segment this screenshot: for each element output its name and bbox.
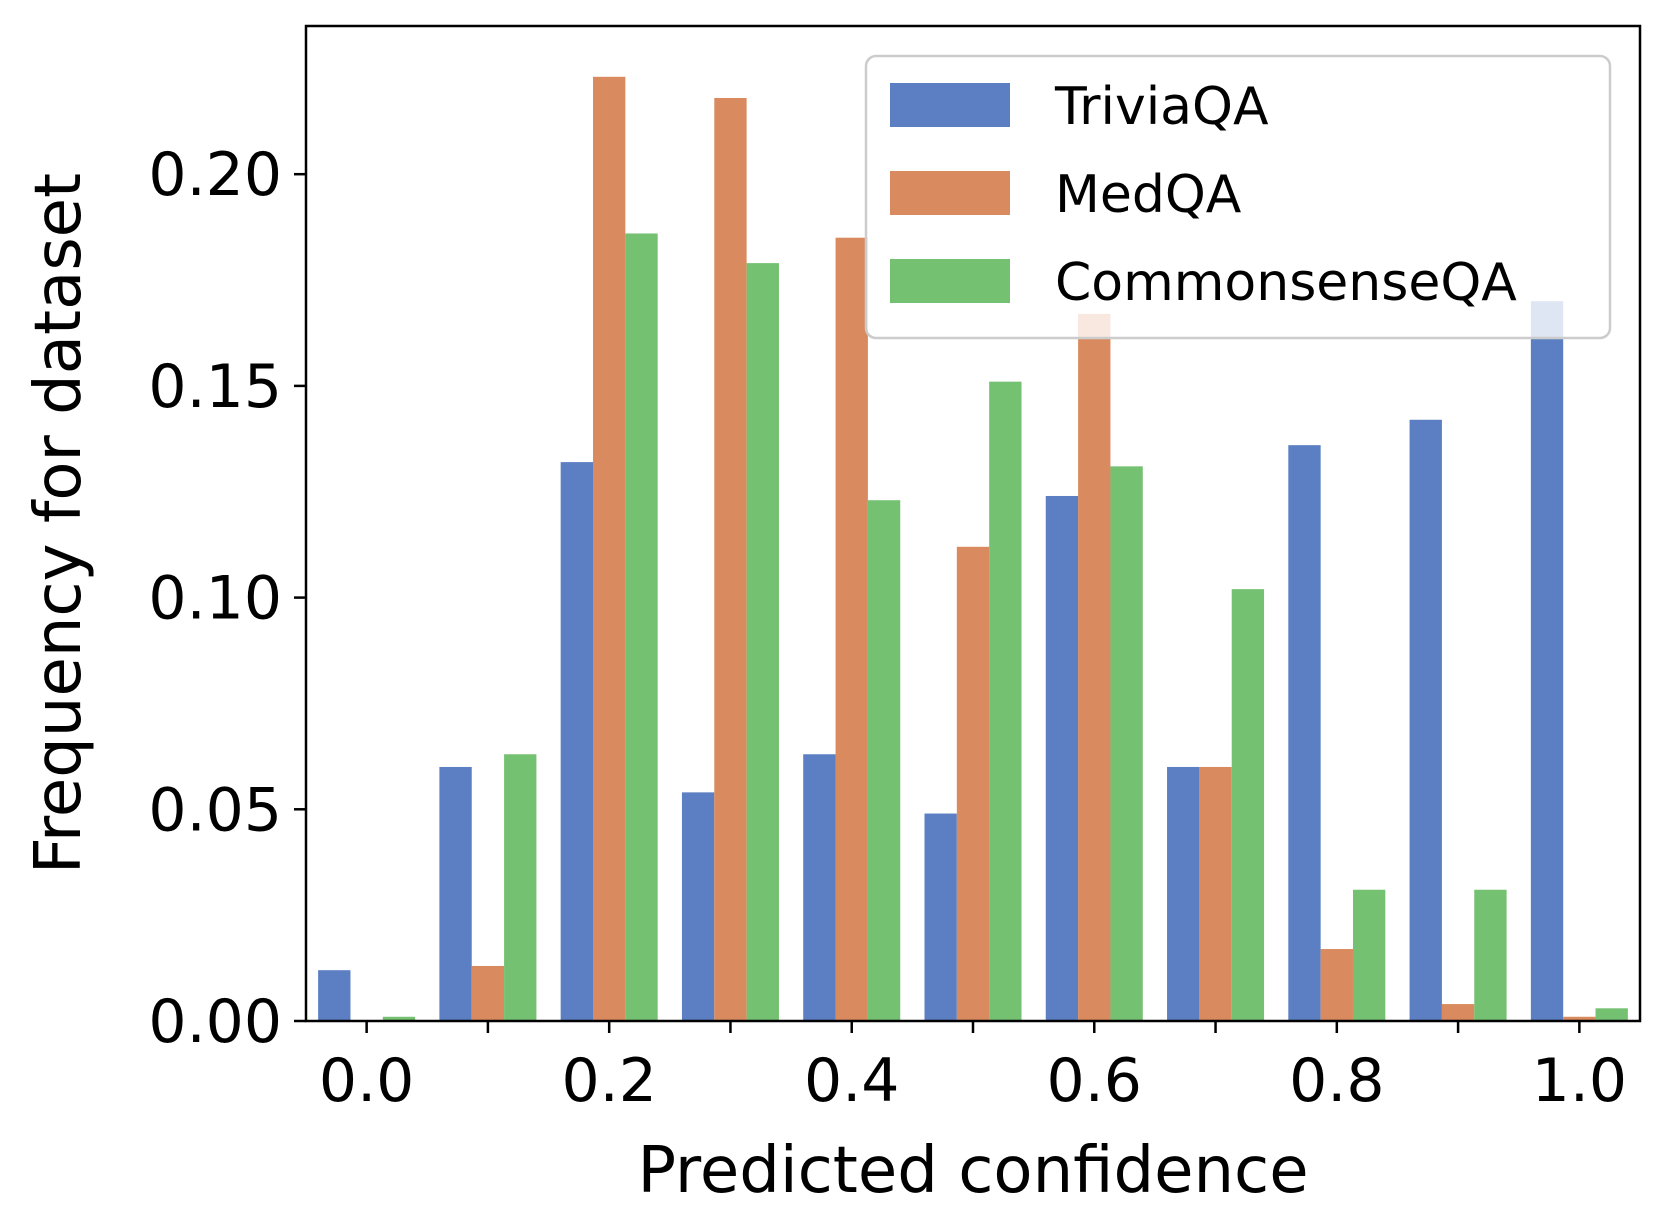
bar-triviaqa-0.1 (439, 766, 472, 1021)
bar-commonsenseqa-0.0 (382, 1016, 416, 1021)
y-axis-ticks: 0.00 0.05 0.10 0.15 0.20 (148, 140, 306, 1057)
y-tick-label: 0.20 (148, 140, 282, 210)
legend-swatch-medqa (890, 171, 1010, 215)
bar-medqa-0.5 (956, 546, 990, 1021)
bar-triviaqa-0.9 (1409, 419, 1442, 1021)
bar-commonsenseqa-0.1 (504, 754, 537, 1021)
bar-triviaqa-0.0 (318, 970, 351, 1021)
bar-triviaqa-0.6 (1045, 495, 1079, 1021)
bar-medqa-0.8 (1320, 949, 1353, 1021)
bar-medqa-0.9 (1441, 1004, 1475, 1021)
x-axis-ticks: 0.0 0.2 0.4 0.6 0.8 1.0 (319, 1021, 1627, 1116)
bar-commonsenseqa-0.4 (867, 500, 901, 1021)
x-axis-label: Predicted confidence (637, 1134, 1308, 1208)
bar-commonsenseqa-0.2 (625, 233, 658, 1021)
y-axis-label: Frequency for dataset (22, 173, 96, 874)
bar-triviaqa-0.4 (803, 754, 836, 1021)
legend-label-commonsenseqa: CommonsenseQA (1055, 253, 1517, 313)
bar-triviaqa-0.3 (681, 792, 715, 1021)
x-tick-label: 1.0 (1532, 1046, 1627, 1116)
legend-label-triviaqa: TriviaQA (1054, 77, 1269, 137)
bar-triviaqa-1.0 (1530, 301, 1564, 1021)
y-tick-label: 0.00 (148, 987, 282, 1057)
bar-commonsenseqa-0.6 (1110, 466, 1143, 1021)
bar-commonsenseqa-0.5 (989, 381, 1022, 1022)
bar-commonsenseqa-0.9 (1474, 889, 1507, 1021)
bar-triviaqa-0.7 (1167, 766, 1200, 1021)
legend-swatch-commonsenseqa (890, 259, 1010, 303)
legend-swatch-triviaqa (890, 83, 1010, 127)
bar-commonsenseqa-0.7 (1231, 589, 1265, 1021)
y-tick-label: 0.15 (148, 352, 282, 422)
bar-commonsenseqa-0.3 (746, 263, 779, 1021)
bars-layer (318, 76, 1628, 1022)
legend-box (864, 54, 1612, 340)
bar-medqa-0.4 (835, 237, 868, 1021)
x-tick-label: 0.4 (804, 1046, 899, 1116)
bar-commonsenseqa-1.0 (1595, 1008, 1628, 1021)
x-tick-label: 0.2 (561, 1046, 656, 1116)
legend-label-medqa: MedQA (1055, 165, 1242, 225)
bar-medqa-0.7 (1199, 766, 1232, 1021)
y-tick-label: 0.05 (148, 775, 282, 845)
bar-medqa-0.3 (714, 97, 747, 1022)
legend: TriviaQA MedQA CommonsenseQA (864, 54, 1612, 340)
y-tick-label: 0.10 (148, 564, 282, 634)
x-tick-label: 0.0 (319, 1046, 414, 1116)
bar-medqa-0.6 (1078, 313, 1111, 1021)
x-tick-label: 0.8 (1289, 1046, 1384, 1116)
bar-medqa-0.2 (593, 76, 626, 1021)
bar-triviaqa-0.2 (560, 462, 594, 1021)
x-tick-label: 0.6 (1047, 1046, 1142, 1116)
bar-triviaqa-0.5 (924, 813, 957, 1021)
bar-commonsenseqa-0.8 (1352, 889, 1386, 1021)
bar-triviaqa-0.8 (1288, 445, 1321, 1021)
bar-medqa-0.1 (471, 965, 505, 1021)
bar-medqa-1.0 (1563, 1016, 1596, 1021)
